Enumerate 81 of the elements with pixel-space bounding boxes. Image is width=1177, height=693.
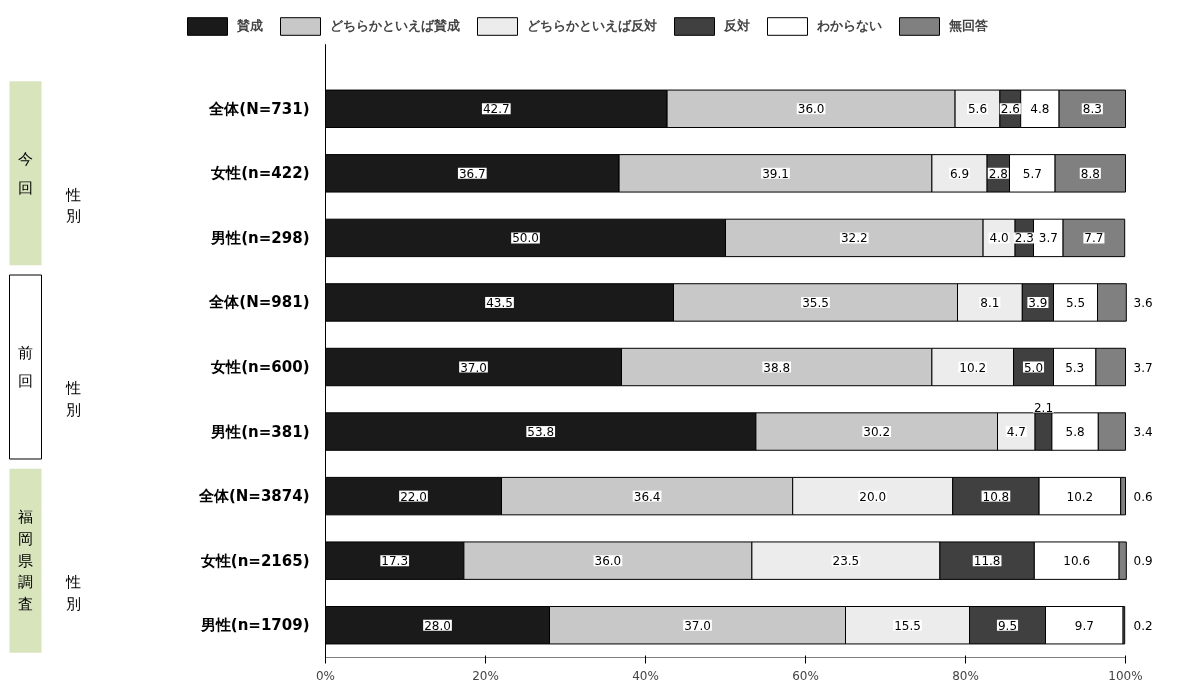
- y-tick-label: 女性(n=600): [210, 358, 310, 376]
- data-label: 36.0: [797, 102, 825, 117]
- data-label: 7.7: [1084, 231, 1104, 246]
- y-tick-label: 男性(n=381): [210, 422, 310, 441]
- data-label: 3.4: [1133, 425, 1153, 440]
- text: 性別: [65, 379, 81, 420]
- legend-label: 賛成: [237, 17, 263, 35]
- data-label: 2.8: [988, 166, 1008, 181]
- data-label: 2.1: [1033, 400, 1054, 415]
- data-label: 2.3: [1014, 231, 1034, 246]
- legend-label: 反対: [724, 17, 750, 35]
- data-label: 9.5: [997, 618, 1018, 633]
- data-label: 11.8: [973, 554, 1001, 569]
- legend-label: 無回答: [949, 17, 988, 35]
- text: 福岡県調査: [18, 508, 33, 613]
- data-label: 30.2: [863, 425, 891, 440]
- data-label: 43.5: [486, 295, 513, 310]
- data-label: 5.5: [1065, 295, 1086, 310]
- y-tick-label: 全体(N=981): [208, 293, 310, 312]
- data-label: 10.8: [982, 489, 1010, 504]
- text: 今回: [18, 149, 33, 197]
- x-tick-label: 0%: [315, 668, 336, 683]
- data-label: 3.9: [1028, 295, 1048, 310]
- legend-label: どちらかといえば反対: [527, 17, 657, 35]
- data-label: 5.7: [1022, 166, 1042, 181]
- y-tick-label: 男性(n=1709): [199, 616, 310, 635]
- y-tick-label: 男性(n=298): [210, 228, 310, 247]
- x-tick-label: 60%: [792, 668, 819, 683]
- data-label: 3.7: [1038, 231, 1058, 246]
- data-label: 10.6: [1063, 554, 1091, 569]
- data-label: 36.0: [594, 554, 622, 569]
- data-label: 5.0: [1023, 360, 1044, 375]
- data-label: 9.7: [1074, 618, 1094, 633]
- y-tick-label: 全体(N=731): [208, 99, 310, 118]
- data-label: 35.5: [802, 295, 829, 310]
- data-label: 15.5: [894, 618, 921, 633]
- data-label: 5.6: [967, 102, 988, 117]
- data-label: 0.6: [1133, 489, 1153, 504]
- data-label: 5.3: [1065, 360, 1085, 375]
- data-label: 4.0: [989, 231, 1009, 246]
- data-label: 22.0: [400, 489, 427, 504]
- legend-label: わからない: [817, 17, 882, 35]
- y-tick-label: 女性(n=422): [210, 164, 310, 183]
- data-label: 37.0: [684, 618, 711, 633]
- text: 性別: [65, 185, 81, 226]
- data-label: 6.9: [949, 166, 970, 181]
- data-label: 17.3: [381, 554, 409, 569]
- data-label: 5.8: [1065, 425, 1085, 440]
- data-label: 2.6: [1000, 102, 1020, 117]
- data-label: 10.2: [959, 360, 987, 375]
- x-tick-label: 100%: [1108, 668, 1143, 683]
- data-label: 50.0: [512, 231, 539, 246]
- data-label: 32.2: [840, 231, 868, 246]
- y-tick-label: 女性(n=2165): [199, 551, 310, 570]
- y-tick-label: 全体(N=3874): [197, 487, 310, 506]
- data-label: 10.2: [1066, 489, 1094, 504]
- data-label: 8.1: [980, 295, 1000, 310]
- data-label: 39.1: [762, 166, 789, 181]
- data-label: 36.4: [633, 489, 661, 504]
- data-label: 8.3: [1082, 102, 1102, 117]
- data-label: 53.8: [527, 425, 555, 440]
- text: 性別: [65, 573, 81, 613]
- data-label: 0.2: [1133, 618, 1153, 633]
- legend-label: どちらかといえば賛成: [330, 17, 460, 35]
- x-tick-label: 80%: [952, 668, 979, 683]
- data-label: 36.7: [458, 166, 486, 181]
- data-label: 8.8: [1080, 166, 1100, 181]
- text: 前回: [18, 343, 33, 391]
- data-label: 3.7: [1133, 360, 1153, 375]
- data-label: 37.0: [460, 360, 487, 375]
- data-label: 4.7: [1006, 425, 1026, 440]
- data-label: 42.7: [482, 102, 510, 117]
- data-label: 38.8: [763, 360, 791, 375]
- data-label: 0.9: [1133, 554, 1153, 569]
- x-tick-label: 40%: [632, 668, 659, 683]
- data-label: 23.5: [832, 554, 860, 569]
- x-tick-label: 20%: [472, 668, 499, 683]
- data-label: 20.0: [859, 489, 887, 504]
- data-label: 3.6: [1133, 295, 1153, 310]
- data-label: 4.8: [1030, 102, 1050, 117]
- data-label: 28.0: [424, 618, 451, 633]
